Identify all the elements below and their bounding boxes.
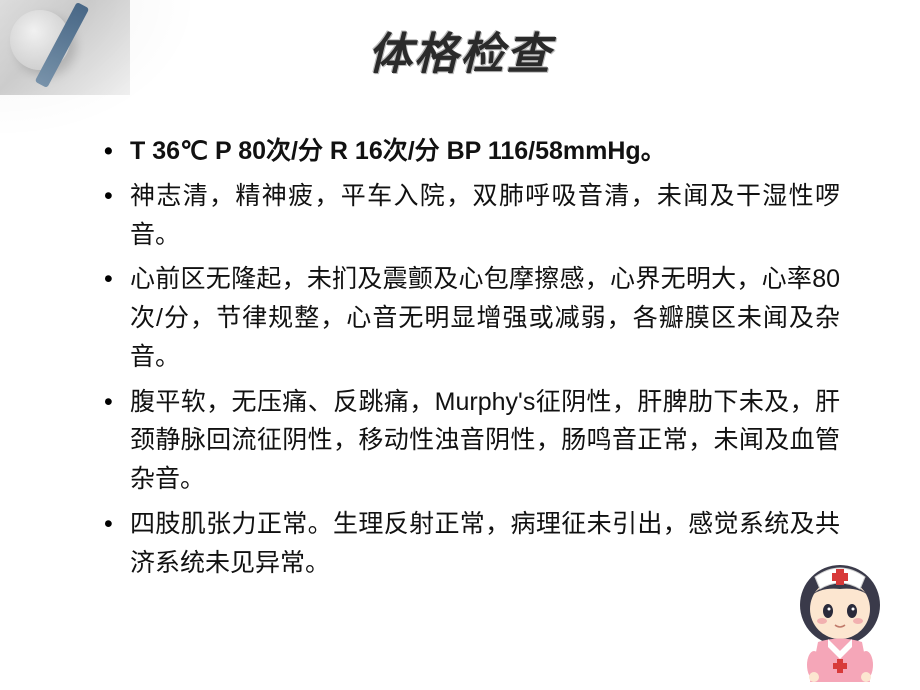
list-item: 神志清，精神疲，平车入院，双肺呼吸音清，未闻及干湿性啰音。 <box>100 177 840 255</box>
list-item: 腹平软，无压痛、反跳痛，Murphy's征阴性，肝脾肋下未及，肝颈静脉回流征阴性… <box>100 383 840 499</box>
corner-medical-image <box>0 0 130 95</box>
content-area: T 36℃ P 80次/分 R 16次/分 BP 116/58mmHg。 神志清… <box>0 82 920 582</box>
list-item: 心前区无隆起，未扪及震颤及心包摩擦感，心界无明大，心率80次/分，节律规整，心音… <box>100 260 840 376</box>
bullet-list: T 36℃ P 80次/分 R 16次/分 BP 116/58mmHg。 神志清… <box>100 132 840 582</box>
page-title: 体格检查 <box>0 0 920 82</box>
list-item: 四肢肌张力正常。生理反射正常，病理征未引出，感觉系统及共济系统未见异常。 <box>100 505 840 583</box>
nurse-illustration <box>780 547 900 682</box>
list-item: T 36℃ P 80次/分 R 16次/分 BP 116/58mmHg。 <box>100 132 840 171</box>
